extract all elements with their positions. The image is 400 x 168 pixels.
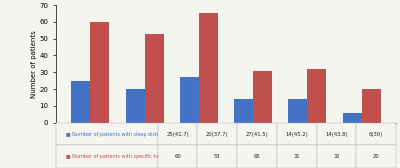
Bar [253,71,272,123]
Bar [362,89,380,123]
Bar [180,77,199,123]
Bar [234,99,253,123]
Bar [199,13,218,123]
Bar [90,22,110,123]
Bar [307,69,326,123]
Bar [342,113,362,123]
Bar [145,34,164,123]
Bar [126,89,145,123]
Bar [72,81,90,123]
Y-axis label: Number of patients: Number of patients [30,30,36,98]
Bar [288,99,307,123]
